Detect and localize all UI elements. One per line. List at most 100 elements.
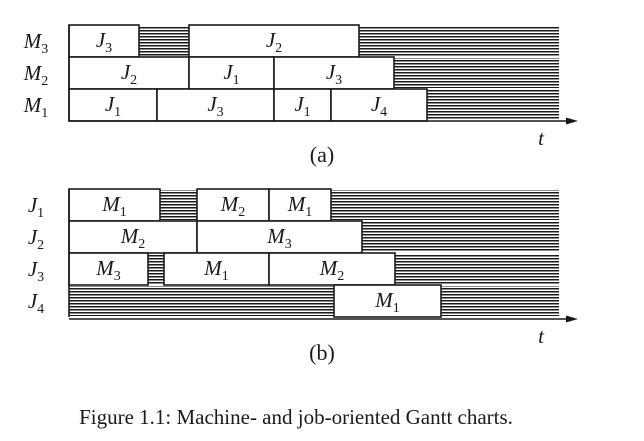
task-label-index: 1 [222,269,229,284]
task-label-letter: M [95,256,115,280]
task-label-letter: M [203,256,223,280]
idle-hatch [160,190,197,220]
task-label-index: 1 [120,205,127,220]
row-label-letter: M [23,29,43,53]
task-label: M1 [287,192,313,220]
task-label-letter: J [326,60,337,84]
task-bar [68,88,158,122]
task-label-index: 3 [105,41,112,56]
task-label-letter: M [220,192,240,216]
task-label-index: 1 [114,105,121,120]
row-label: J2 [28,225,44,253]
idle-hatch [139,26,189,56]
task-label-letter: J [371,92,382,116]
task-label: J1 [294,92,310,120]
task-label-index: 3 [114,269,121,284]
task-label-index: 1 [393,301,400,316]
task-label-index: 3 [217,105,224,120]
row-label: M1 [23,93,49,121]
row-label-letter: M [23,93,43,117]
gantt-row: M2 J2 J1 J3 [23,56,559,90]
task-label: M3 [95,256,121,284]
task-label-index: 2 [130,73,137,88]
task-label-letter: M [287,192,307,216]
chart-a-caption: (a) [310,142,334,167]
time-axis-label: t [538,324,545,348]
row-label-letter: M [23,61,43,85]
task-label-letter: J [223,60,234,84]
task-label-letter: M [319,256,339,280]
row-label-index: 2 [41,74,48,89]
task-label: J2 [266,28,282,56]
row-label: J4 [28,289,44,317]
task-label-letter: J [96,28,107,52]
task-bar [273,88,332,122]
row-label: J1 [28,193,44,221]
gantt-row: J3 M3 M1 M2 [28,252,559,286]
task-label-letter: M [374,288,394,312]
chart-b-caption: (b) [309,340,335,365]
figure-caption: Figure 1.1: Machine- and job-oriented Ga… [79,405,513,429]
idle-hatch [362,222,559,252]
task-bar [268,252,396,286]
row-label-index: 2 [37,238,44,253]
gantt-row: M3 J3 J2 [23,24,559,58]
task-label-letter: M [120,224,140,248]
task-label-index: 1 [233,73,240,88]
task-label-index: 1 [305,205,312,220]
idle-hatch [394,58,559,88]
idle-hatch [441,286,559,316]
row-label-index: 1 [41,106,48,121]
task-label: M1 [203,256,229,284]
gantt-row: J2 M2 M3 [28,220,559,254]
task-bar [188,56,275,90]
task-label-index: 3 [285,237,292,252]
task-label: J2 [121,60,137,88]
task-label-index: 4 [380,105,387,120]
gantt-row: J1 M1 M2 M1 [28,188,559,222]
task-label: J1 [223,60,239,88]
task-label: M1 [374,288,400,316]
task-label: M1 [101,192,127,220]
idle-hatch [148,254,164,284]
task-label: J3 [96,28,112,56]
task-label-letter: M [266,224,286,248]
task-label-index: 2 [138,237,145,252]
task-label-letter: J [207,92,218,116]
task-label: J3 [207,92,223,120]
time-axis-label: t [538,126,545,150]
row-label-index: 3 [37,270,44,285]
task-label-letter: J [105,92,116,116]
task-label-index: 3 [335,73,342,88]
task-bar [333,284,442,318]
gantt-row: M1 J1 J3 J1 J4 [23,88,559,122]
row-label: M3 [23,29,49,57]
row-label: J3 [28,257,44,285]
task-label: M2 [319,256,345,284]
task-label-index: 1 [304,105,311,120]
task-label: M2 [220,192,246,220]
idle-hatch [331,190,559,220]
task-label: J4 [371,92,387,120]
task-bar [196,188,270,222]
row-label: M2 [23,61,49,89]
time-axis-arrow [566,315,578,323]
idle-hatch [395,254,559,284]
gantt-row: J4 M1 [28,284,559,318]
row-label-letter: J [28,257,39,281]
time-axis-arrow [566,117,578,125]
task-bar [163,252,270,286]
idle-hatch [69,286,334,316]
row-label-letter: J [28,289,39,313]
task-label-index: 2 [337,269,344,284]
row-label-letter: J [28,225,39,249]
task-label-letter: M [101,192,121,216]
task-bar [330,88,428,122]
task-label: M3 [266,224,292,252]
task-label-letter: J [121,60,132,84]
idle-hatch [359,26,559,56]
task-label-index: 2 [275,41,282,56]
